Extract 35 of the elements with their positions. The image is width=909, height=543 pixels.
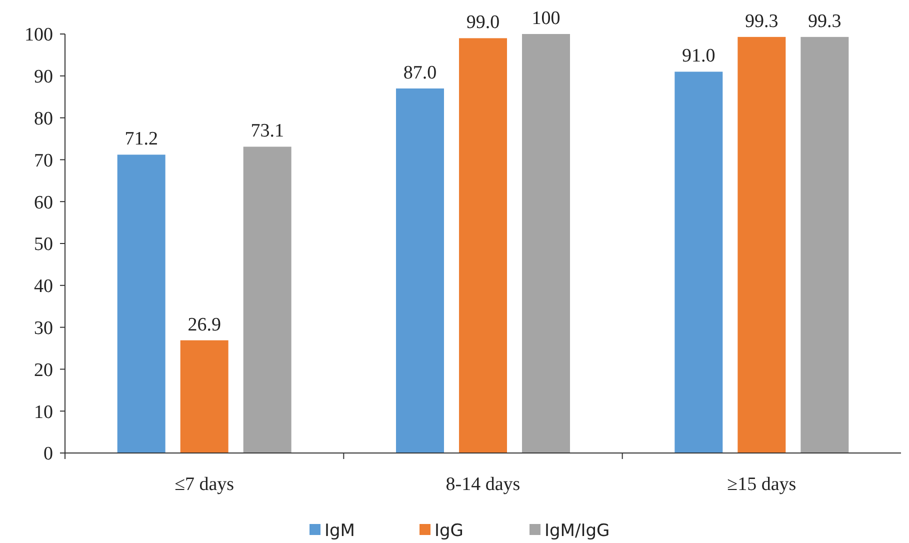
x-tick-label: ≤7 days [174,474,234,495]
bar [117,154,166,453]
data-label: 73.1 [250,120,284,142]
data-label: 100 [532,8,560,29]
data-label: 71.2 [124,128,158,150]
bar [674,72,723,453]
x-tick-label: ≥15 days [727,474,796,495]
data-label: 87.0 [403,62,437,84]
y-tick-label: 80 [34,108,53,130]
legend-label: IgM/IgG [544,520,610,541]
bar [738,36,786,453]
bar [243,146,292,453]
y-tick-label: 30 [34,318,53,339]
y-tick-label: 0 [44,444,53,465]
data-label: 99.3 [745,10,778,32]
y-tick-label: 60 [34,192,53,214]
data-label: 26.9 [188,314,221,336]
data-label: 91.0 [682,46,716,67]
bar [800,36,849,453]
y-tick-label: 70 [34,150,53,172]
y-tick-label: 90 [34,66,53,88]
bar [180,340,228,453]
bar [459,38,507,453]
y-tick-label: 50 [34,234,53,256]
y-tick-label: 100 [24,24,53,46]
bar [522,34,570,453]
legend-label: IgM [324,520,355,541]
y-tick-label: 40 [34,276,53,298]
bar [396,88,444,453]
legend-label: IgG [434,520,464,541]
x-tick-label: 8-14 days [446,474,520,495]
y-tick-label: 20 [34,360,53,381]
data-label: 99.0 [466,12,500,34]
data-label: 99.3 [808,10,842,32]
y-tick-label: 10 [34,402,53,423]
